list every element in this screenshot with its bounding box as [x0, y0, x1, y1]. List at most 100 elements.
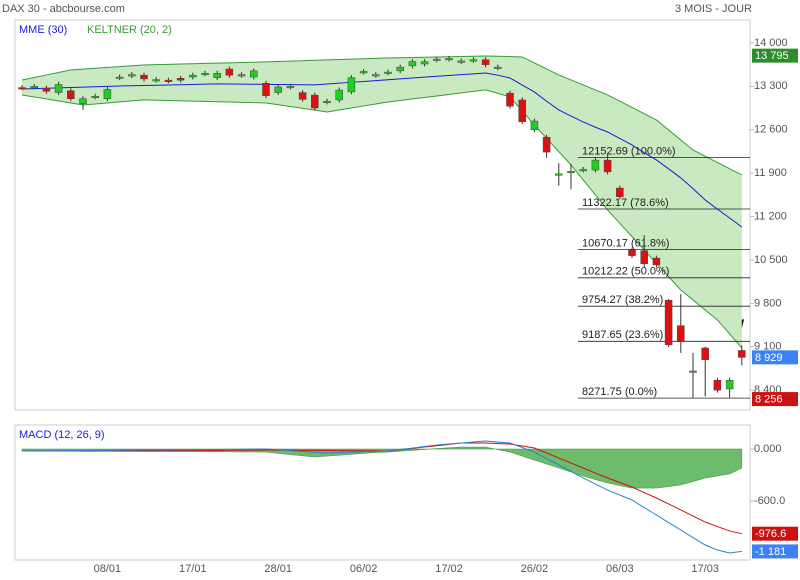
candle-body — [433, 58, 441, 61]
chart-title: DAX 30 - abcbourse.com — [2, 3, 125, 15]
price-badge-label: 8 256 — [755, 393, 783, 405]
candle-body — [664, 300, 673, 346]
x-tick-label: 17/02 — [435, 563, 463, 575]
y-tick-label: 9 100 — [754, 341, 782, 353]
fib-label: 10670.17 (61.8%) — [582, 237, 669, 249]
candle-body — [286, 86, 295, 89]
macd-histogram — [21, 446, 743, 489]
macd-frame — [14, 424, 751, 561]
candle-body — [628, 249, 636, 256]
macd-title: MACD (12, 26, 9) — [19, 429, 105, 441]
candle-body — [738, 350, 746, 358]
candle-body — [725, 379, 734, 390]
candle-body — [347, 77, 356, 93]
value-badge-label: -976.6 — [755, 528, 786, 540]
candle-body — [274, 86, 282, 93]
value-badge-label: -1 181 — [755, 546, 786, 558]
fib-label: 8271.75 (0.0%) — [582, 386, 657, 398]
candle-body — [713, 379, 722, 391]
candle-body — [262, 82, 270, 96]
x-tick-label: 28/01 — [264, 563, 292, 575]
candle-body — [30, 86, 38, 89]
y-tick-label: 11 200 — [754, 210, 787, 222]
candle-body — [445, 58, 453, 61]
candle-body — [152, 79, 160, 82]
price-badge — [752, 48, 798, 63]
y-tick-label: 14 000 — [754, 37, 788, 49]
candle-body — [18, 87, 26, 90]
fib-label: 9754.27 (38.2%) — [582, 294, 663, 306]
fib-label: 11322.17 (78.6%) — [582, 197, 669, 209]
candle-body — [457, 60, 465, 63]
candle-body — [128, 74, 136, 77]
candle-body — [103, 89, 112, 99]
candle-body — [311, 94, 319, 109]
candle-body — [555, 173, 563, 176]
candle-body — [591, 159, 600, 171]
candle-body — [201, 73, 209, 76]
candle-body — [67, 90, 75, 99]
x-tick-label: 06/02 — [350, 563, 378, 575]
candle-body — [518, 99, 526, 122]
fib-label: 10212.22 (50.0%) — [582, 266, 669, 278]
candle-body — [42, 87, 51, 92]
price-badge — [752, 350, 798, 365]
candle-body — [579, 169, 587, 172]
legend-mme: MME (30) — [19, 24, 67, 36]
y-tick-label: 11 900 — [754, 167, 787, 179]
y-tick-label: 9 800 — [754, 297, 782, 309]
candle-body — [603, 159, 612, 173]
chart-subtitle: 3 MOIS - JOUR — [675, 3, 752, 15]
candle-body — [335, 89, 343, 101]
price-badge-label: 13 795 — [755, 50, 789, 62]
fib-label: 12152.69 (100.0%) — [582, 145, 676, 157]
candle-body — [140, 74, 148, 80]
candle-body — [54, 84, 63, 93]
candle-body — [494, 66, 502, 69]
candle-body — [164, 79, 173, 82]
y-tick-label: 0.000 — [754, 443, 782, 455]
candle-body — [567, 171, 575, 174]
legend-keltner: KELTNER (20, 2) — [87, 24, 172, 36]
candle-body — [384, 71, 392, 74]
mme-line — [21, 72, 743, 228]
candle-body — [359, 71, 368, 74]
candle-body — [189, 74, 197, 78]
candle-body — [115, 76, 124, 79]
x-tick-label: 08/01 — [94, 563, 122, 575]
x-tick-label: 26/02 — [521, 563, 549, 575]
candle-body — [250, 70, 258, 78]
x-tick-label: 17/01 — [179, 563, 207, 575]
candle-body — [213, 73, 221, 78]
price-badge — [752, 392, 798, 407]
candle-body — [91, 96, 99, 99]
macd-line — [21, 440, 742, 554]
candle-body — [225, 68, 234, 76]
y-tick-label: 12 600 — [754, 124, 788, 136]
x-tick-label: 17/03 — [691, 563, 719, 575]
candle-body — [396, 66, 404, 72]
candle-body — [652, 257, 661, 266]
candle-body — [640, 250, 648, 264]
keltner-lower — [21, 89, 743, 349]
candle-body — [506, 92, 514, 107]
y-tick-label: -600.0 — [754, 495, 785, 507]
y-tick-label: 13 300 — [754, 80, 788, 92]
fib-label: 9187.65 (23.6%) — [582, 329, 663, 341]
value-badge — [752, 526, 798, 541]
candle-body — [323, 100, 331, 103]
candle-body — [237, 74, 246, 77]
candle-body — [481, 59, 490, 65]
candle-body — [701, 347, 709, 361]
candle-body — [530, 120, 539, 130]
candle-body — [372, 74, 380, 77]
candle-body — [79, 98, 87, 104]
price-badge-label: 8 929 — [755, 352, 783, 364]
candle-body — [616, 187, 624, 197]
candle-body — [420, 61, 429, 65]
candle-body — [689, 370, 697, 373]
y-tick-label: 10 500 — [754, 254, 788, 266]
candle-body — [298, 92, 307, 100]
keltner-upper — [21, 55, 743, 176]
candle-body — [469, 59, 478, 62]
